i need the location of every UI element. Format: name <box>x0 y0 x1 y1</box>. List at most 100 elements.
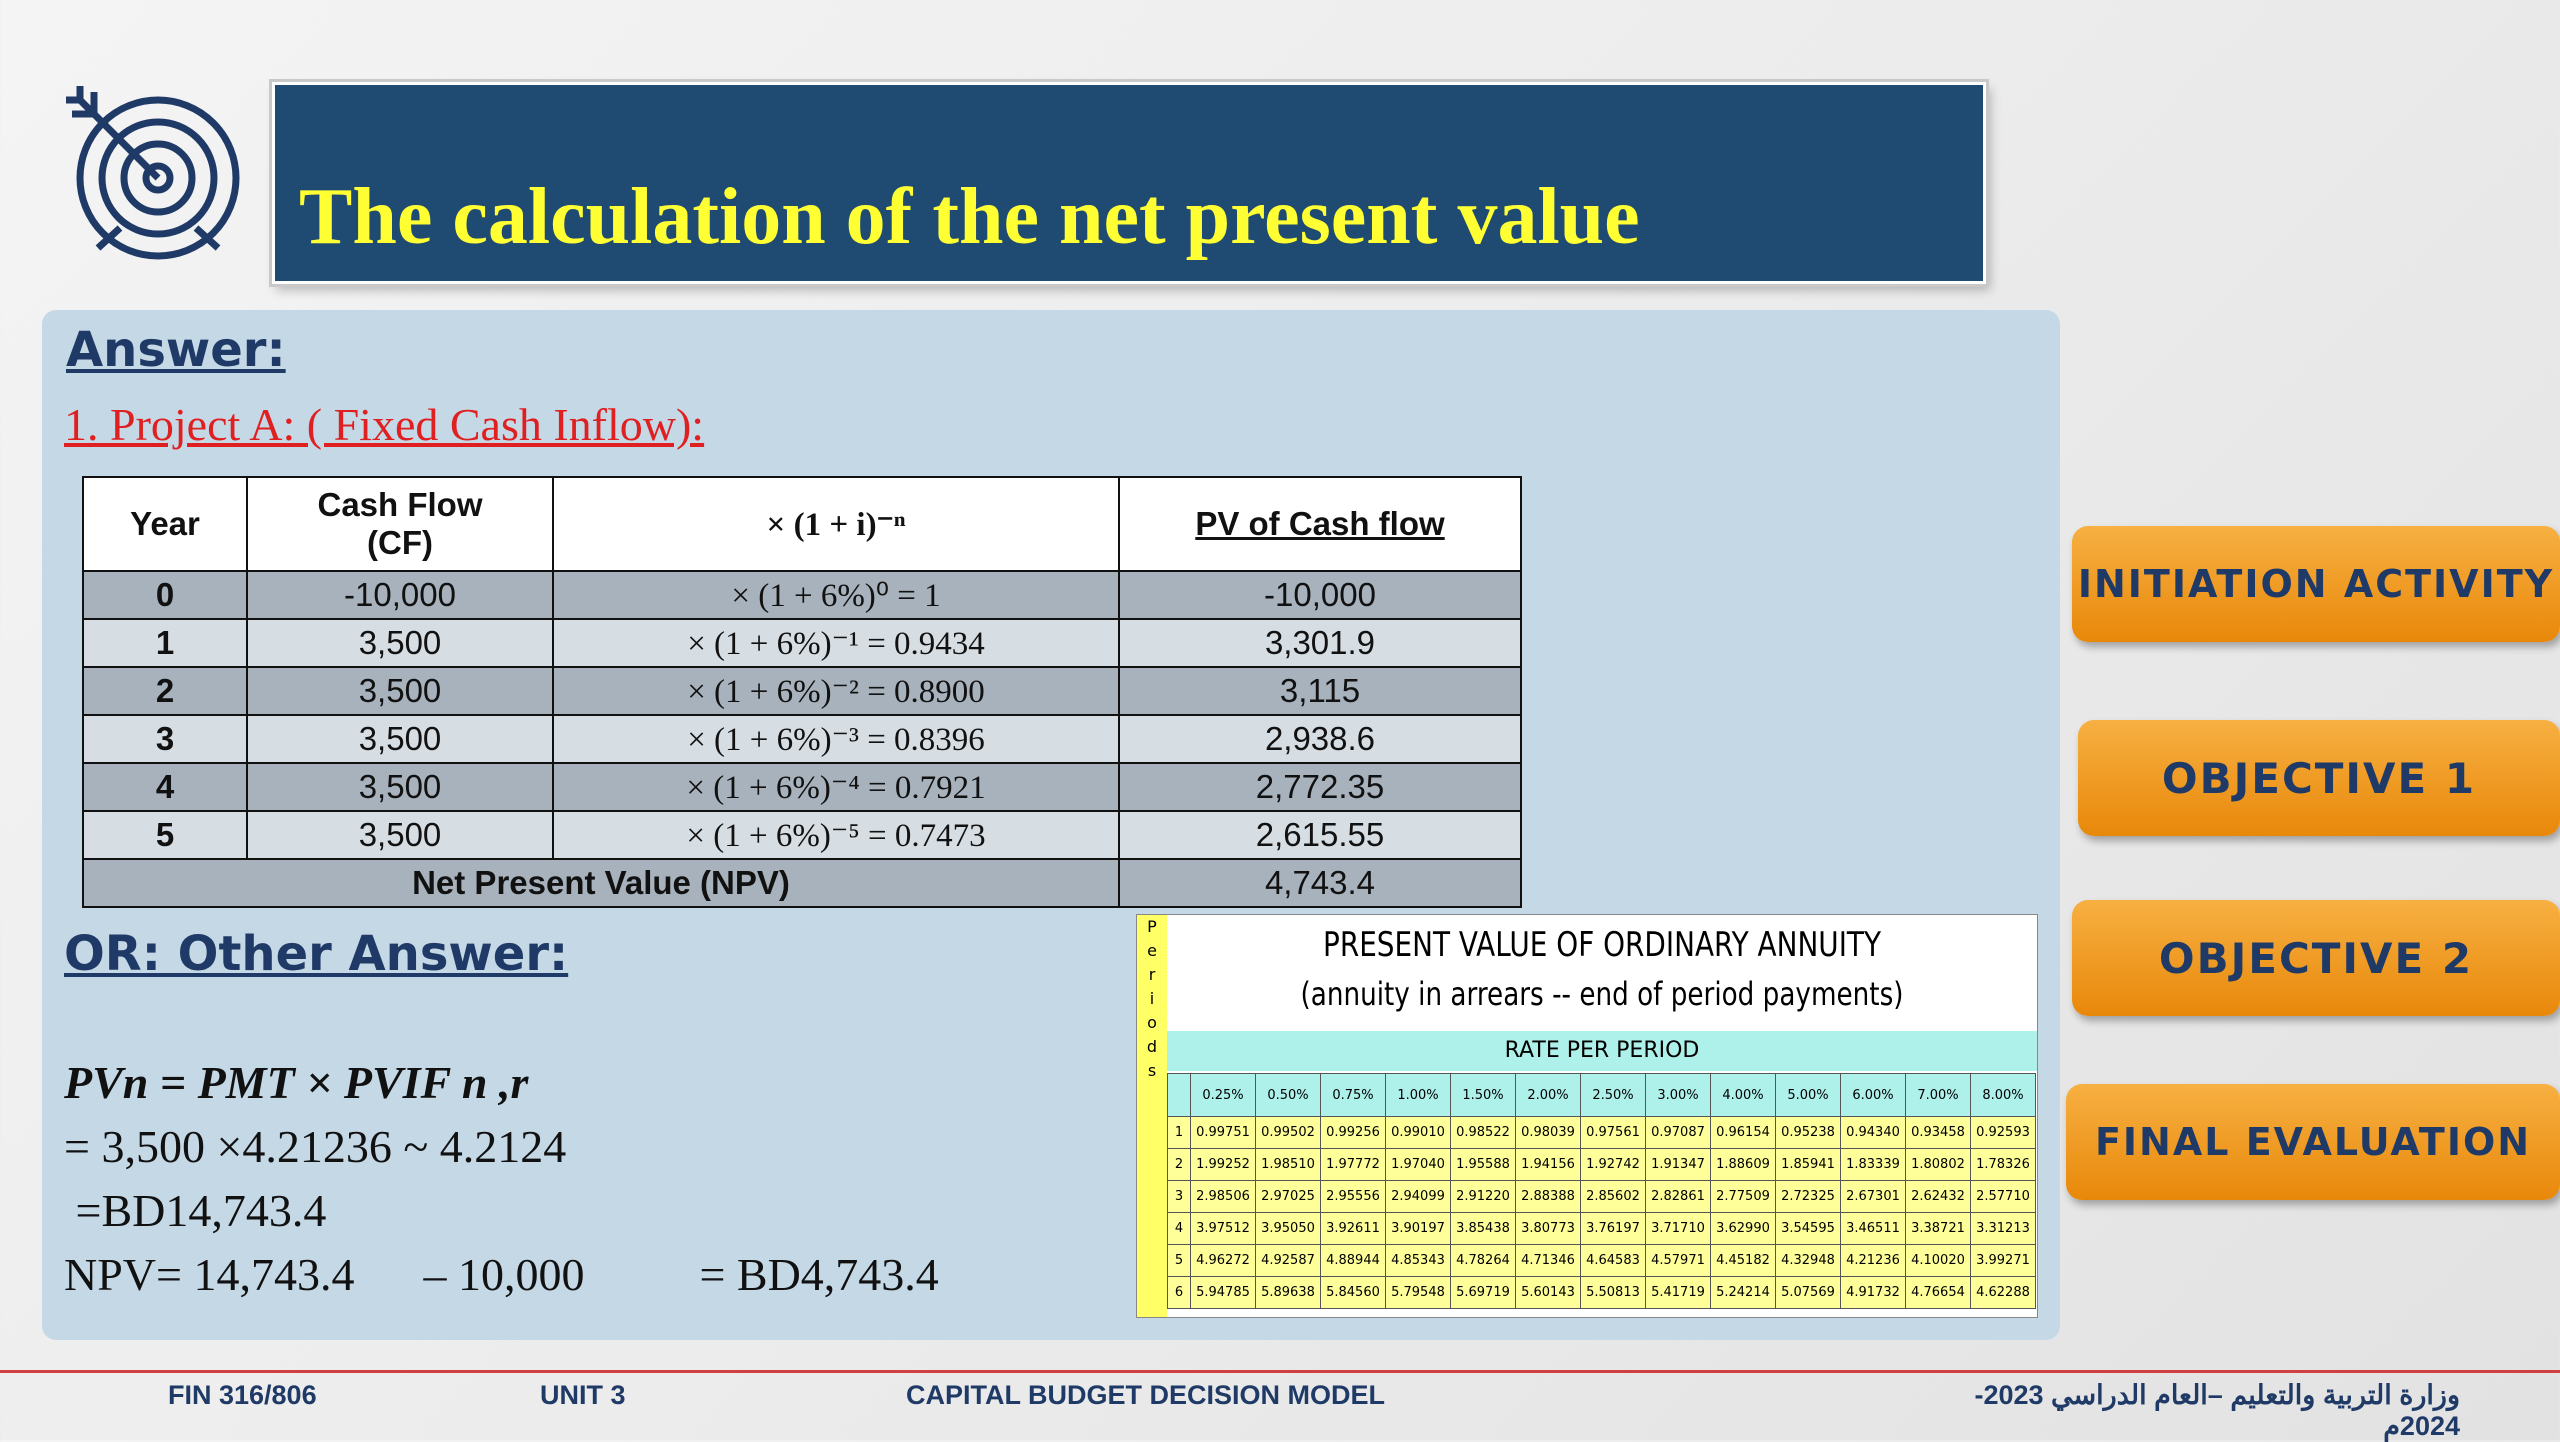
npv-total-label: Net Present Value (NPV) <box>82 858 1120 908</box>
annuity-value-cell: 4.71346 <box>1515 1244 1581 1277</box>
annuity-value-cell: 1.92742 <box>1580 1148 1646 1181</box>
npv-table: Year Cash Flow (CF) × (1 + i)⁻ⁿ PV of Ca… <box>82 476 1522 908</box>
pv-cell: -10,000 <box>1118 570 1522 620</box>
annuity-value-cell: 0.93458 <box>1905 1116 1971 1149</box>
factor-cell: × (1 + 6%)⁻⁴ = 0.7921 <box>552 762 1120 812</box>
period-cell: 3 <box>1167 1180 1191 1213</box>
annuity-value-cell: 4.78264 <box>1450 1244 1516 1277</box>
annuity-values-table: 0.25% 0.50% 0.75% 1.00% 1.50% 2.00% 2.50% 3.00%… <box>1167 1073 2036 1309</box>
rate-header-cell: 1.00% <box>1385 1073 1451 1117</box>
annuity-title: PRESENT VALUE OF ORDINARY ANNUITY <box>1323 925 1881 965</box>
annuity-value-cell: 4.10020 <box>1905 1244 1971 1277</box>
side-letter: d <box>1146 1037 1158 1056</box>
annuity-subtitle: (annuity in arrears -- end of period pay… <box>1300 975 1904 1013</box>
annuity-value-cell: 5.79548 <box>1385 1276 1451 1309</box>
annuity-value-cell: 2.85602 <box>1580 1180 1646 1213</box>
rate-header-cell: 8.00% <box>1970 1073 2036 1117</box>
annuity-value-cell: 0.94340 <box>1840 1116 1906 1149</box>
table-row: 4 3,500 × (1 + 6%)⁻⁴ = 0.7921 2,772.35 <box>82 762 1522 812</box>
side-letter: s <box>1147 1061 1157 1080</box>
annuity-value-cell: 5.84560 <box>1320 1276 1386 1309</box>
annuity-value-cell: 4.76654 <box>1905 1276 1971 1309</box>
annuity-value-cell: 3.97512 <box>1190 1212 1256 1245</box>
rate-header-cell: 2.00% <box>1515 1073 1581 1117</box>
rate-per-period-label: RATE PER PERIOD <box>1167 1031 2037 1071</box>
annuity-value-cell: 0.99010 <box>1385 1116 1451 1149</box>
annuity-value-cell: 2.62432 <box>1905 1180 1971 1213</box>
cf-cell: 3,500 <box>246 714 554 764</box>
annuity-value-cell: 5.94785 <box>1190 1276 1256 1309</box>
side-letter: r <box>1148 965 1156 984</box>
annuity-value-cell: 2.57710 <box>1970 1180 2036 1213</box>
title-banner: The calculation of the net present value <box>272 82 1986 284</box>
table-row: 0 -10,000 × (1 + 6%)⁰ = 1 -10,000 <box>82 570 1522 620</box>
npv-total-row: Net Present Value (NPV) 4,743.4 <box>82 858 1522 908</box>
annuity-value-cell: 5.41719 <box>1645 1276 1711 1309</box>
annuity-value-cell: 1.83339 <box>1840 1148 1906 1181</box>
header-pv-label: PV of Cash flow <box>1195 505 1445 542</box>
header-cash-flow: Cash Flow (CF) <box>246 476 554 572</box>
annuity-table-image: P e r i o d s PRESENT VALUE OF ORDINARY … <box>1136 914 2038 1318</box>
rate-header-cell: 0.50% <box>1255 1073 1321 1117</box>
rate-header-cell: 4.00% <box>1710 1073 1776 1117</box>
annuity-value-cell: 3.38721 <box>1905 1212 1971 1245</box>
annuity-value-cell: 5.69719 <box>1450 1276 1516 1309</box>
annuity-value-cell: 5.60143 <box>1515 1276 1581 1309</box>
annuity-value-cell: 4.96272 <box>1190 1244 1256 1277</box>
table-row: 5 3,500 × (1 + 6%)⁻⁵ = 0.7473 2,615.55 <box>82 810 1522 860</box>
annuity-value-cell: 4.62288 <box>1970 1276 2036 1309</box>
annuity-value-cell: 2.91220 <box>1450 1180 1516 1213</box>
npv-table-header: Year Cash Flow (CF) × (1 + i)⁻ⁿ PV of Ca… <box>82 476 1522 572</box>
annuity-value-cell: 3.46511 <box>1840 1212 1906 1245</box>
annuity-value-cell: 2.72325 <box>1775 1180 1841 1213</box>
annuity-value-cell: 1.95588 <box>1450 1148 1516 1181</box>
annuity-value-cell: 0.99751 <box>1190 1116 1256 1149</box>
header-cash-flow-line1: Cash Flow <box>317 486 483 523</box>
rate-header-cell: 0.25% <box>1190 1073 1256 1117</box>
factor-cell: × (1 + 6%)⁰ = 1 <box>552 570 1120 620</box>
annuity-value-cell: 0.98522 <box>1450 1116 1516 1149</box>
factor-cell: × (1 + 6%)⁻¹ = 0.9434 <box>552 618 1120 668</box>
period-cell: 6 <box>1167 1276 1191 1309</box>
side-letter: P <box>1147 917 1157 936</box>
period-header-cell <box>1167 1073 1191 1117</box>
pv-cell: 2,772.35 <box>1118 762 1522 812</box>
annuity-value-cell: 3.95050 <box>1255 1212 1321 1245</box>
annuity-value-cell: 2.82861 <box>1645 1180 1711 1213</box>
annuity-value-cell: 0.92593 <box>1970 1116 2036 1149</box>
annuity-value-cell: 1.99252 <box>1190 1148 1256 1181</box>
rate-header-cell: 6.00% <box>1840 1073 1906 1117</box>
rate-header-cell: 3.00% <box>1645 1073 1711 1117</box>
annuity-value-cell: 1.97772 <box>1320 1148 1386 1181</box>
annuity-value-cell: 1.98510 <box>1255 1148 1321 1181</box>
objective-2-button[interactable]: OBJECTIVE 2 <box>2072 900 2560 1016</box>
annuity-value-cell: 2.98506 <box>1190 1180 1256 1213</box>
initiation-activity-button[interactable]: INITIATION ACTIVITY <box>2072 526 2560 642</box>
annuity-row: 2 1.99252 1.98510 1.97772 1.97040 1.95588 1.94… <box>1167 1148 2036 1181</box>
pv-cell: 3,301.9 <box>1118 618 1522 668</box>
footer-divider <box>0 1370 2560 1373</box>
header-year: Year <box>82 476 248 572</box>
annuity-value-cell: 2.95556 <box>1320 1180 1386 1213</box>
annuity-value-cell: 4.85343 <box>1385 1244 1451 1277</box>
annuity-value-cell: 4.92587 <box>1255 1244 1321 1277</box>
objective-1-button[interactable]: OBJECTIVE 1 <box>2078 720 2560 836</box>
footer-topic: CAPITAL BUDGET DECISION MODEL <box>906 1380 1386 1410</box>
annuity-value-cell: 5.89638 <box>1255 1276 1321 1309</box>
annuity-value-cell: 4.57971 <box>1645 1244 1711 1277</box>
annuity-value-cell: 0.99256 <box>1320 1116 1386 1149</box>
annuity-row: 6 5.94785 5.89638 5.84560 5.79548 5.69719 5.60… <box>1167 1276 2036 1309</box>
rate-header-cell: 0.75% <box>1320 1073 1386 1117</box>
annuity-value-cell: 1.94156 <box>1515 1148 1581 1181</box>
cf-cell: 3,500 <box>246 762 554 812</box>
annuity-value-cell: 0.99502 <box>1255 1116 1321 1149</box>
formula-line-3: =BD14,743.4 <box>64 1185 327 1236</box>
year-cell: 0 <box>82 570 248 620</box>
rate-header-cell: 5.00% <box>1775 1073 1841 1117</box>
annuity-value-cell: 1.78326 <box>1970 1148 2036 1181</box>
final-evaluation-button[interactable]: FINAL EVALUATION <box>2066 1084 2560 1200</box>
year-cell: 4 <box>82 762 248 812</box>
rate-header-cell: 1.50% <box>1450 1073 1516 1117</box>
page-title: The calculation of the net present value <box>299 173 1640 261</box>
year-cell: 1 <box>82 618 248 668</box>
